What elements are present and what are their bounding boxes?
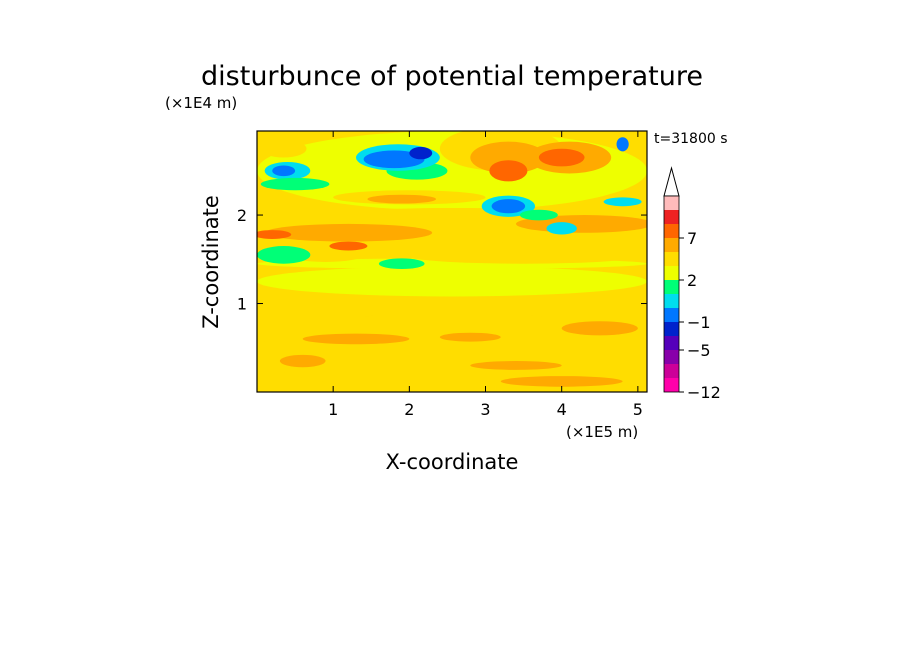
- field-region-10: [401, 246, 646, 264]
- y-scale-label: (×1E4 m): [165, 94, 237, 112]
- colorbar-swatch-2: [664, 350, 679, 364]
- plot-area: [257, 131, 647, 392]
- field-region-26: [260, 139, 307, 158]
- x-axis: 1 2 3 4 5: [328, 131, 643, 419]
- field-region-22: [470, 141, 547, 174]
- colorbar-label: −1: [687, 313, 711, 332]
- field-region-18: [329, 241, 368, 251]
- field-region-39: [519, 209, 558, 221]
- colorbar-swatch-9: [664, 252, 679, 266]
- colorbar-label: 7: [687, 229, 697, 248]
- field-region-33: [260, 177, 330, 191]
- field-region-3: [561, 321, 638, 336]
- chart-title: disturbunce of potential temperature: [201, 61, 703, 92]
- field-region-12: [257, 246, 311, 264]
- colorbar: 7 2 −1 −5 −12: [663, 166, 721, 402]
- x-scale-label: (×1E5 m): [566, 423, 638, 441]
- colorbar-label: −12: [687, 383, 721, 402]
- x-tick-label: 2: [404, 400, 414, 419]
- colorbar-swatch-3: [664, 336, 679, 350]
- field-region-29: [363, 150, 425, 169]
- field-region-23: [489, 160, 528, 182]
- x-axis-label: X-coordinate: [386, 450, 519, 474]
- colorbar-swatch-6: [664, 294, 679, 308]
- colorbar-label: 2: [687, 271, 697, 290]
- colorbar-swatch-0: [664, 378, 679, 392]
- colorbar-extend-arrow: [663, 166, 680, 197]
- field-region-32: [272, 165, 296, 177]
- y-tick-label: 1: [237, 295, 247, 314]
- x-tick-label: 5: [633, 400, 643, 419]
- field-region-2: [470, 361, 562, 370]
- field-region-0: [257, 312, 647, 392]
- field-region-13: [378, 258, 425, 270]
- field-region-35: [491, 199, 526, 214]
- field-region-25: [538, 148, 585, 167]
- colorbar-swatch-13: [664, 196, 679, 210]
- field-region-17: [257, 230, 292, 239]
- colorbar-swatch-10: [664, 238, 679, 252]
- field-region-30: [409, 146, 433, 160]
- x-tick-label: 3: [480, 400, 490, 419]
- time-label: t=31800 s: [654, 131, 728, 147]
- field-region-1: [279, 354, 326, 368]
- y-axis-label: Z-coordinate: [199, 195, 223, 329]
- y-tick-label: 2: [237, 206, 247, 225]
- plot-frame: [256, 130, 648, 393]
- colorbar-label: −5: [687, 341, 711, 360]
- colorbar-swatch-1: [664, 364, 679, 378]
- field-region-15: [264, 223, 433, 242]
- field-region-4: [500, 376, 623, 387]
- field-region-37: [603, 197, 642, 207]
- field-region-5: [302, 333, 410, 345]
- colorbar-swatch-8: [664, 266, 679, 280]
- colorbar-swatch-7: [664, 280, 679, 294]
- colorbar-swatch-12: [664, 210, 679, 224]
- field-region-38: [616, 137, 629, 152]
- field-region-36: [546, 222, 577, 235]
- field-region-7: [257, 266, 647, 297]
- field-region-20: [367, 194, 437, 204]
- x-tick-label: 4: [557, 400, 567, 419]
- colorbar-swatch-4: [664, 322, 679, 336]
- y-axis: 12: [237, 206, 647, 314]
- field-region-6: [439, 332, 501, 342]
- colorbar-swatch-11: [664, 224, 679, 238]
- colorbar-swatch-5: [664, 308, 679, 322]
- colorbar-frame: [663, 195, 680, 393]
- x-tick-label: 1: [328, 400, 338, 419]
